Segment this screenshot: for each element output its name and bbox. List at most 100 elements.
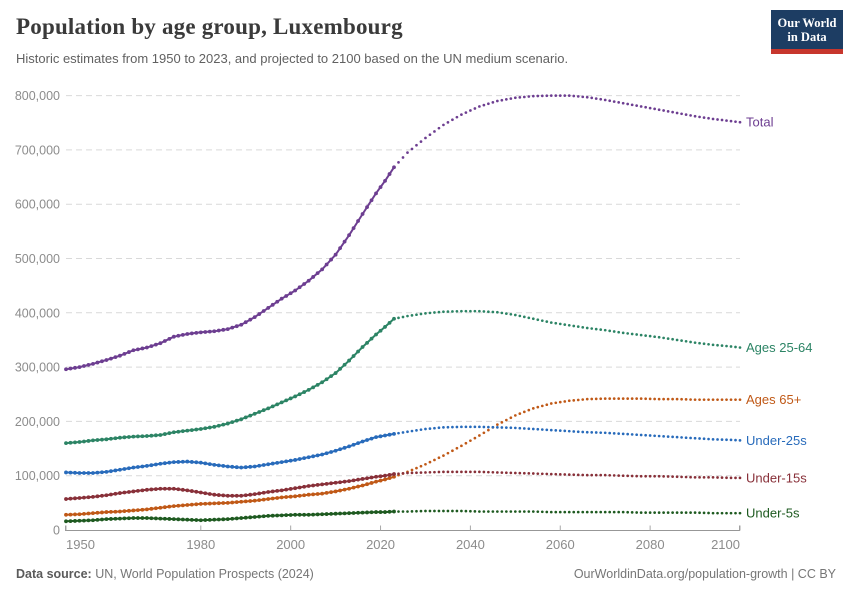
series-projection-dot-under-15s[interactable] [653, 474, 656, 478]
series-marker-under-25s[interactable] [239, 465, 244, 470]
series-marker-ages-65-[interactable] [284, 495, 289, 499]
series-projection-dot-under-5s[interactable] [563, 510, 567, 514]
series-projection-dot-total[interactable] [482, 103, 486, 107]
series-marker-under-15s[interactable] [216, 493, 221, 497]
series-projection-dot-total[interactable] [738, 120, 742, 124]
series-marker-under-5s[interactable] [171, 517, 176, 522]
series-projection-dot-total[interactable] [455, 115, 459, 119]
series-projection-dot-under-25s[interactable] [473, 425, 477, 429]
series-marker-total[interactable] [122, 351, 127, 356]
series-projection-dot-under-15s[interactable] [599, 473, 603, 477]
series-marker-total[interactable] [113, 355, 118, 360]
series-projection-dot-ages-65-[interactable] [702, 398, 706, 402]
series-projection-dot-ages-25-64[interactable] [576, 325, 580, 328]
series-projection-dot-ages-65-[interactable] [446, 451, 450, 455]
series-projection-dot-ages-25-64[interactable] [536, 318, 540, 322]
series-marker-ages-65-[interactable] [77, 512, 82, 517]
series-projection-dot-under-25s[interactable] [617, 432, 621, 435]
series-marker-ages-65-[interactable] [248, 499, 253, 503]
series-marker-under-25s[interactable] [374, 435, 378, 440]
series-marker-ages-25-64[interactable] [338, 367, 342, 371]
series-marker-under-5s[interactable] [288, 513, 293, 517]
series-projection-dot-under-15s[interactable] [702, 475, 706, 479]
series-projection-dot-ages-65-[interactable] [455, 446, 459, 450]
series-projection-dot-under-5s[interactable] [451, 509, 454, 513]
series-marker-ages-25-64[interactable] [252, 411, 257, 416]
series-projection-dot-ages-65-[interactable] [428, 460, 432, 464]
series-projection-dot-total[interactable] [671, 110, 674, 114]
series-marker-total[interactable] [270, 302, 275, 307]
series-projection-dot-under-5s[interactable] [630, 511, 634, 514]
series-marker-under-15s[interactable] [324, 481, 329, 486]
series-marker-ages-25-64[interactable] [86, 439, 91, 443]
series-marker-under-15s[interactable] [248, 492, 253, 497]
series-projection-dot-ages-65-[interactable] [527, 408, 531, 412]
series-marker-ages-25-64[interactable] [73, 440, 77, 445]
series-marker-under-25s[interactable] [100, 470, 104, 475]
series-projection-dot-total[interactable] [662, 109, 665, 112]
series-marker-under-5s[interactable] [109, 517, 113, 521]
series-marker-ages-25-64[interactable] [167, 431, 172, 436]
series-marker-under-5s[interactable] [131, 516, 136, 520]
series-projection-dot-total[interactable] [720, 118, 724, 122]
series-projection-dot-under-15s[interactable] [419, 471, 423, 474]
series-projection-dot-ages-65-[interactable] [666, 397, 670, 401]
series-projection-dot-under-15s[interactable] [693, 475, 697, 479]
series-marker-total[interactable] [306, 278, 311, 283]
series-marker-total[interactable] [252, 315, 257, 320]
series-projection-dot-ages-25-64[interactable] [558, 322, 562, 326]
series-projection-dot-under-25s[interactable] [419, 428, 423, 432]
series-projection-dot-under-5s[interactable] [397, 510, 400, 513]
series-marker-under-5s[interactable] [113, 516, 118, 521]
series-projection-dot-under-15s[interactable] [734, 476, 737, 480]
series-marker-ages-65-[interactable] [360, 483, 365, 488]
series-projection-dot-under-5s[interactable] [572, 510, 576, 514]
series-marker-under-15s[interactable] [207, 492, 212, 496]
series-projection-dot-under-15s[interactable] [460, 470, 463, 474]
series-projection-dot-under-25s[interactable] [522, 427, 526, 430]
series-marker-under-5s[interactable] [68, 519, 73, 524]
series-marker-total[interactable] [387, 172, 392, 176]
series-projection-dot-ages-65-[interactable] [563, 400, 567, 403]
series-marker-total[interactable] [356, 219, 360, 223]
series-marker-total[interactable] [109, 356, 113, 361]
series-projection-dot-under-5s[interactable] [590, 510, 594, 514]
series-projection-dot-ages-25-64[interactable] [464, 309, 468, 313]
series-marker-under-5s[interactable] [64, 519, 68, 524]
series-projection-dot-under-15s[interactable] [720, 476, 724, 479]
series-marker-under-15s[interactable] [302, 484, 307, 489]
series-projection-dot-total[interactable] [428, 133, 432, 137]
series-projection-dot-total[interactable] [567, 94, 571, 97]
series-marker-under-25s[interactable] [77, 471, 82, 475]
series-marker-under-25s[interactable] [392, 431, 396, 436]
series-marker-under-5s[interactable] [221, 517, 226, 522]
series-projection-dot-under-15s[interactable] [666, 475, 670, 478]
series-projection-dot-ages-65-[interactable] [478, 434, 481, 437]
series-marker-ages-25-64[interactable] [158, 433, 163, 437]
series-projection-dot-under-5s[interactable] [702, 511, 706, 515]
series-projection-dot-under-25s[interactable] [415, 429, 418, 432]
series-projection-dot-ages-65-[interactable] [621, 397, 625, 400]
series-marker-under-25s[interactable] [73, 470, 77, 475]
series-projection-dot-under-15s[interactable] [662, 475, 665, 478]
series-projection-dot-ages-65-[interactable] [513, 414, 517, 417]
series-marker-ages-25-64[interactable] [216, 423, 221, 428]
series-marker-ages-25-64[interactable] [234, 418, 239, 423]
series-marker-under-15s[interactable] [73, 496, 77, 501]
series-projection-dot-ages-25-64[interactable] [460, 309, 463, 313]
series-projection-dot-ages-65-[interactable] [545, 403, 549, 407]
series-marker-ages-65-[interactable] [68, 512, 73, 517]
series-projection-dot-ages-65-[interactable] [487, 428, 490, 432]
series-projection-dot-under-25s[interactable] [729, 438, 733, 442]
series-marker-under-5s[interactable] [284, 513, 289, 518]
series-projection-dot-under-5s[interactable] [648, 511, 652, 514]
series-marker-total[interactable] [135, 347, 140, 352]
series-projection-dot-total[interactable] [585, 95, 589, 99]
series-marker-under-25s[interactable] [104, 469, 109, 474]
series-projection-dot-ages-65-[interactable] [473, 436, 477, 440]
series-projection-dot-total[interactable] [644, 105, 647, 109]
series-marker-ages-25-64[interactable] [144, 434, 149, 438]
series-marker-total[interactable] [82, 364, 86, 368]
series-projection-dot-total[interactable] [491, 101, 495, 104]
series-projection-dot-ages-25-64[interactable] [666, 337, 670, 340]
